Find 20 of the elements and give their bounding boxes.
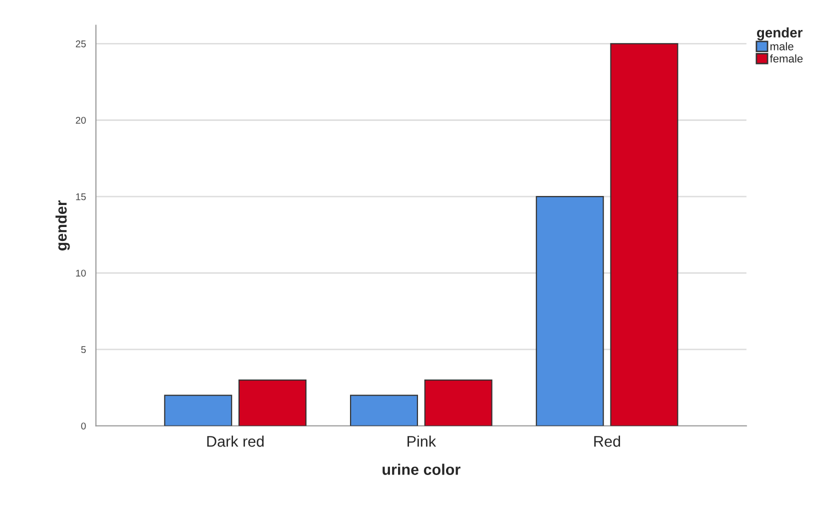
legend-label: male xyxy=(770,42,794,50)
bar xyxy=(536,196,604,426)
y-tick-label: 0 xyxy=(81,422,86,430)
y-tick-label: 15 xyxy=(76,193,86,200)
bar xyxy=(610,43,678,426)
y-axis-title: gender xyxy=(56,200,70,250)
bar xyxy=(238,379,306,426)
legend-label: female xyxy=(770,54,803,63)
x-tick-label: Pink xyxy=(408,436,436,447)
x-tick-label: Red xyxy=(594,436,620,447)
y-tick-label: 25 xyxy=(76,40,86,48)
x-tick-label: Dark red xyxy=(207,436,264,447)
bar xyxy=(164,394,232,426)
y-tick-label: 5 xyxy=(81,346,86,354)
x-axis-title: urine color xyxy=(382,464,460,475)
y-tick-label: 20 xyxy=(76,116,86,124)
bar xyxy=(350,394,418,426)
legend-title: gender xyxy=(757,27,803,40)
y-tick-label: 10 xyxy=(76,270,86,277)
bar xyxy=(424,379,492,426)
